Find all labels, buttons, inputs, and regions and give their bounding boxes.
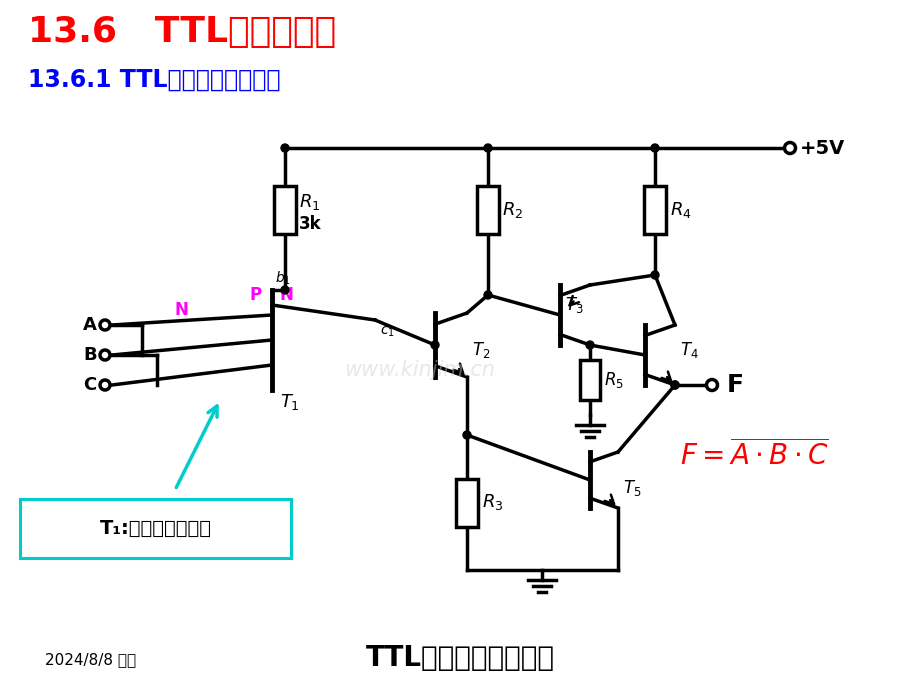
Text: $R_2$: $R_2$ bbox=[502, 200, 523, 220]
Text: $T_2$: $T_2$ bbox=[471, 340, 490, 360]
Text: +5V: +5V bbox=[800, 139, 845, 157]
Text: N: N bbox=[279, 286, 293, 304]
Circle shape bbox=[706, 380, 717, 391]
Circle shape bbox=[585, 341, 594, 349]
Text: www.kinjim.cn: www.kinjim.cn bbox=[344, 360, 495, 380]
Bar bbox=[579, 360, 599, 400]
Bar bbox=[274, 186, 296, 234]
Text: $T_5$: $T_5$ bbox=[622, 478, 641, 498]
Circle shape bbox=[651, 144, 658, 152]
Text: A: A bbox=[83, 316, 96, 334]
Text: TTL与非门的内部结构: TTL与非门的内部结构 bbox=[365, 644, 554, 672]
Text: $T_3$: $T_3$ bbox=[564, 295, 583, 315]
Text: $T_4$: $T_4$ bbox=[679, 340, 698, 360]
Circle shape bbox=[784, 143, 795, 153]
Text: B: B bbox=[83, 346, 96, 364]
Text: T₁:多发射极晶体管: T₁:多发射极晶体管 bbox=[100, 518, 211, 538]
Circle shape bbox=[280, 144, 289, 152]
Text: $R_3$: $R_3$ bbox=[482, 493, 503, 513]
Text: 2024/8/8 周四: 2024/8/8 周四 bbox=[45, 653, 136, 667]
Text: $R_1$: $R_1$ bbox=[299, 192, 320, 212]
Text: 13.6.1 TTL与非门的基本原理: 13.6.1 TTL与非门的基本原理 bbox=[28, 68, 280, 92]
Bar bbox=[456, 478, 478, 526]
Bar bbox=[476, 186, 498, 234]
Circle shape bbox=[670, 381, 678, 389]
Text: $R_5$: $R_5$ bbox=[604, 370, 623, 390]
Circle shape bbox=[483, 291, 492, 299]
Circle shape bbox=[462, 431, 471, 439]
Text: 13.6   TTL集成门电路: 13.6 TTL集成门电路 bbox=[28, 15, 335, 49]
Bar bbox=[643, 186, 665, 234]
Text: $b_1$: $b_1$ bbox=[275, 269, 290, 287]
Text: $F = \overline{A \cdot B \cdot C}$: $F = \overline{A \cdot B \cdot C}$ bbox=[679, 439, 828, 471]
Circle shape bbox=[100, 320, 110, 330]
Text: $T_1$: $T_1$ bbox=[279, 392, 300, 412]
Circle shape bbox=[100, 380, 110, 390]
FancyBboxPatch shape bbox=[20, 498, 291, 558]
Circle shape bbox=[430, 341, 438, 349]
Text: P: P bbox=[250, 286, 262, 304]
Circle shape bbox=[280, 286, 289, 294]
Text: $R_4$: $R_4$ bbox=[669, 200, 691, 220]
Circle shape bbox=[651, 271, 658, 279]
Circle shape bbox=[483, 144, 492, 152]
Text: N: N bbox=[175, 301, 188, 319]
Text: $c_1$: $c_1$ bbox=[380, 325, 394, 339]
Text: F: F bbox=[726, 373, 743, 397]
Text: C: C bbox=[84, 376, 96, 394]
Text: 3k: 3k bbox=[299, 215, 322, 233]
Circle shape bbox=[100, 350, 110, 360]
Circle shape bbox=[670, 381, 678, 389]
